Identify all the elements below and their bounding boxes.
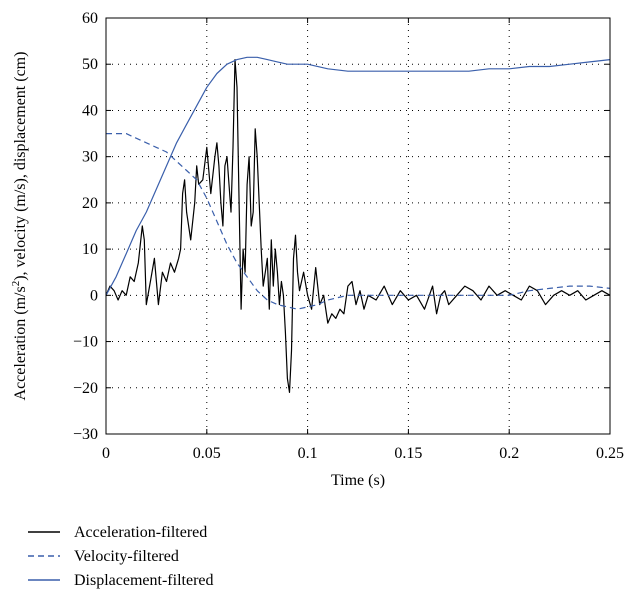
series-line-displacement-filtered — [105, 56, 611, 296]
tick-marks — [105, 17, 611, 435]
x-tick-label: 0.25 — [596, 445, 624, 462]
legend-label: Displacement-filtered — [74, 572, 214, 589]
x-tick-label: 0 — [102, 445, 110, 462]
series-line-velocity-filtered — [106, 133, 611, 310]
x-axis-title: Time (s) — [331, 472, 385, 489]
series-line-acceleration-filtered — [105, 58, 611, 393]
plot-frame — [105, 17, 611, 435]
y-tick-label: −10 — [73, 334, 98, 351]
y-tick-labels: −30 −20 −10 0 10 20 30 40 50 60 — [73, 10, 98, 443]
x-tick-label: 0.15 — [394, 445, 422, 462]
legend: Acceleration-filtered Velocity-filtered Di… — [28, 524, 214, 589]
x-tick-label: 0.1 — [298, 445, 318, 462]
y-tick-label: −20 — [73, 380, 98, 397]
y-tick-label: 30 — [82, 149, 98, 166]
x-tick-labels: 0 0.05 0.1 0.15 0.2 0.25 — [102, 445, 624, 462]
y-tick-label: 40 — [82, 102, 98, 119]
y-tick-label: 60 — [82, 10, 98, 27]
y-axis-title: Acceleration (m/s2), velocity (m/s), dis… — [10, 52, 29, 401]
legend-label: Velocity-filtered — [74, 548, 179, 565]
y-tick-label: 10 — [82, 241, 98, 258]
y-tick-label: 50 — [82, 56, 98, 73]
series-lines — [105, 56, 611, 393]
x-tick-label: 0.2 — [499, 445, 519, 462]
y-tick-label: 20 — [82, 195, 98, 212]
y-tick-label: 0 — [90, 287, 98, 304]
legend-label: Acceleration-filtered — [74, 524, 207, 541]
y-tick-label: −30 — [73, 426, 98, 443]
x-tick-label: 0.05 — [193, 445, 221, 462]
